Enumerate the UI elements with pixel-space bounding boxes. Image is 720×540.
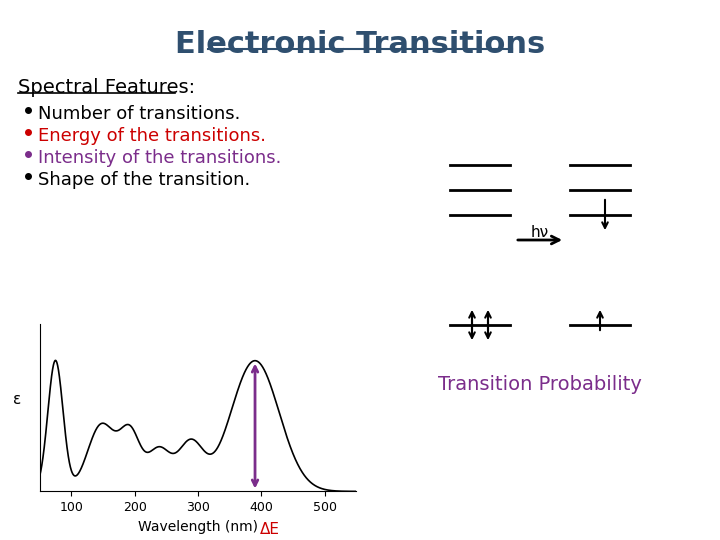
Text: Shape of the transition.: Shape of the transition. xyxy=(38,171,251,189)
Text: Electronic Transitions: Electronic Transitions xyxy=(175,30,545,59)
Text: Intensity of the transitions.: Intensity of the transitions. xyxy=(38,149,282,167)
Text: Energy of the transitions.: Energy of the transitions. xyxy=(38,127,266,145)
Text: Spectral Features:: Spectral Features: xyxy=(18,78,195,97)
Text: hν: hν xyxy=(531,225,549,240)
X-axis label: Wavelength (nm): Wavelength (nm) xyxy=(138,519,258,534)
Text: ε: ε xyxy=(13,392,22,407)
Text: Number of transitions.: Number of transitions. xyxy=(38,105,240,123)
Text: ΔE: ΔE xyxy=(259,522,279,537)
Text: Transition Probability: Transition Probability xyxy=(438,375,642,394)
